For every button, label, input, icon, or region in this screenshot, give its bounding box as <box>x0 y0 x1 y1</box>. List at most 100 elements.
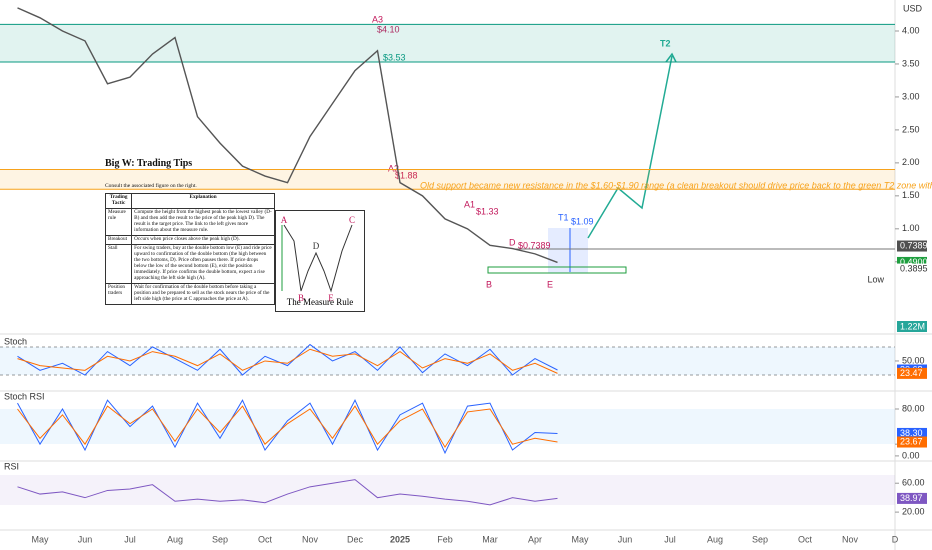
y-tick-label: 2.50 <box>902 124 920 134</box>
figure-point: A <box>281 215 288 225</box>
pane-title: Stoch <box>4 336 27 346</box>
annotation: D <box>509 237 516 247</box>
x-tick-label: Dec <box>347 534 364 544</box>
x-tick-label: Jul <box>124 534 136 544</box>
table-cell: Wait for confirmation of the double bott… <box>131 282 275 305</box>
annotation: A2 <box>388 163 399 173</box>
price-tag-bg <box>897 263 927 275</box>
price-tag: 0.7389 <box>900 240 928 250</box>
x-tick-label: Mar <box>482 534 498 544</box>
low-label: Low <box>867 274 884 284</box>
x-tick-label: Jul <box>664 534 676 544</box>
figure: A B C D E The Measure Rule <box>281 215 355 307</box>
annotation: B <box>486 279 492 289</box>
level-band <box>0 475 895 505</box>
price-tag-bg <box>897 427 927 439</box>
annotation: A1 <box>464 199 475 209</box>
annotation: Old support became new resistance in the… <box>420 180 932 190</box>
table-row: Measure rule Compute the height from the … <box>104 207 275 236</box>
y-tick-label: 3.50 <box>902 58 920 68</box>
series-line <box>17 399 558 455</box>
y-tick-label: 2.00 <box>902 157 920 167</box>
level-band <box>0 347 895 375</box>
annotation: A3 <box>372 14 383 24</box>
zone <box>0 169 895 190</box>
pane-title: RSI <box>4 461 19 471</box>
table-cell: Position traders <box>104 282 133 305</box>
x-tick-label: Feb <box>437 534 453 544</box>
y-tick-label: 4.00 <box>902 25 920 35</box>
x-tick-label: Oct <box>258 534 273 544</box>
y-tick-label: 1.50 <box>902 190 920 200</box>
x-tick-label: Nov <box>302 534 319 544</box>
table-cell: Measure rule <box>104 207 133 236</box>
annotation: $4.10 <box>377 24 400 34</box>
measure-rule-figure: A B C D E The Measure Rule <box>275 210 365 312</box>
x-tick-label: Aug <box>167 534 183 544</box>
tips-title: Big W: Trading Tips <box>105 158 193 169</box>
tips-subtitle: Consult the associated figure on the rig… <box>105 183 197 189</box>
x-tick-label: Apr <box>528 534 542 544</box>
volume-tag-bg <box>897 321 927 332</box>
table-cell: For swing traders, buy at the double bot… <box>131 243 275 284</box>
annotation: $0.7389 <box>518 240 551 250</box>
series-line <box>17 343 558 376</box>
y-tick-label: 0.00 <box>902 450 920 460</box>
volume-tag: 1.22M <box>900 321 925 331</box>
annotation: T2 <box>660 38 671 48</box>
t2-arrowhead <box>665 52 677 63</box>
price-tag-bg <box>897 436 927 448</box>
table-header: Trading Tactic Explanation <box>104 193 275 209</box>
series-line <box>17 479 558 506</box>
annotation: $1.88 <box>395 170 418 180</box>
figure-point: C <box>349 215 355 225</box>
annotation: $1.09 <box>571 216 594 226</box>
t2-path <box>587 55 673 239</box>
price-tag: 0.3895 <box>900 263 928 273</box>
indicator-levels <box>0 346 895 505</box>
zone <box>0 24 895 62</box>
table-cell: Stall <box>104 243 133 284</box>
w-shape <box>283 224 353 293</box>
price-tag: 38.97 <box>900 493 923 503</box>
header-cell: Trading Tactic <box>104 193 133 209</box>
header-cell: Explanation <box>131 193 275 209</box>
x-tick-label: Sep <box>212 534 228 544</box>
price-tag-bg <box>897 367 927 379</box>
annotation: E <box>547 279 553 289</box>
x-tick-label: Jun <box>618 534 633 544</box>
table-cell: Breakout <box>104 234 133 245</box>
figure-point: B <box>298 293 304 303</box>
pane-title: Stoch RSI <box>4 391 45 401</box>
x-tick-label: May <box>571 534 589 544</box>
support-box <box>487 266 627 274</box>
trading-tips: Big W: Trading Tips Consult the associat… <box>104 158 363 305</box>
series-line <box>17 348 558 374</box>
figure-caption: The Measure Rule <box>287 297 353 307</box>
x-tick-label: 2025 <box>390 534 410 544</box>
y-tick-label: 20.00 <box>902 506 925 516</box>
price-tag: 38.30 <box>900 428 923 438</box>
table-cell: Compute the height from the highest peak… <box>131 207 275 236</box>
price-tag-bg <box>897 256 927 268</box>
annotation: $1.33 <box>476 206 499 216</box>
price-tag: 23.67 <box>900 436 923 446</box>
y-tick-label: 60.00 <box>902 478 925 488</box>
price-tag: 0.4900 <box>900 257 928 267</box>
table-row: Breakout Occurs when price closes above t… <box>104 234 275 245</box>
currency: USD <box>903 3 923 13</box>
y-tick-label: 50.00 <box>902 355 925 365</box>
x-tick-label: Aug <box>707 534 723 544</box>
x-tick-label: D <box>892 534 899 544</box>
tips-table: Trading Tactic Explanation Measure rule Com… <box>104 193 275 305</box>
figure-point: E <box>328 293 334 303</box>
x-tick-label: Jun <box>78 534 93 544</box>
price-tag-bg <box>897 240 927 252</box>
x-tick-label: Nov <box>842 534 859 544</box>
y-tick-label: 80.00 <box>902 403 925 413</box>
y-tick-label: 1.00 <box>902 223 920 233</box>
y-tick-label: 3.00 <box>902 91 920 101</box>
projection-box <box>548 228 588 273</box>
